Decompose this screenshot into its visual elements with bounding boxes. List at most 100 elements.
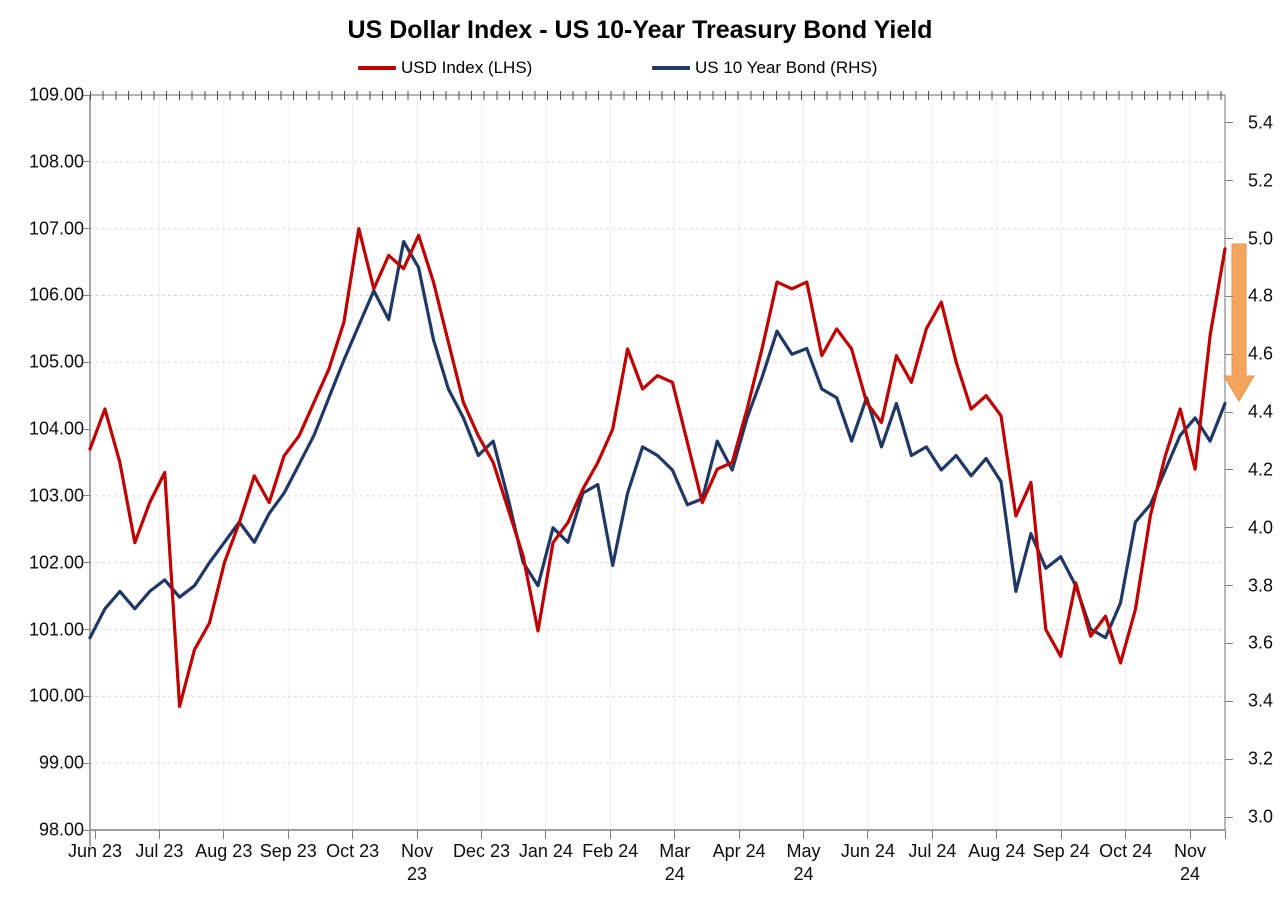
left-axis-tick bbox=[83, 829, 90, 831]
left-axis-tick bbox=[83, 695, 90, 697]
x-axis-tick bbox=[931, 830, 933, 839]
left-axis-tick-label: 106.00 bbox=[28, 284, 84, 305]
x-axis-tick-label: Aug 24 bbox=[968, 841, 1026, 861]
right-axis-tick-label: 4.0 bbox=[1248, 517, 1274, 538]
right-axis-tick-label: 3.6 bbox=[1248, 632, 1274, 653]
x-axis-tick-label: Jan 24 bbox=[518, 841, 573, 861]
left-axis-tick-label: 108.00 bbox=[28, 151, 84, 172]
x-axis-tick-label: Jun 24 bbox=[840, 841, 895, 861]
x-axis-tick bbox=[352, 830, 354, 839]
left-axis-tick-label: 105.00 bbox=[28, 351, 84, 372]
x-axis-tick bbox=[287, 830, 289, 839]
x-axis-tick bbox=[803, 830, 805, 839]
right-axis-tick-label: 3.0 bbox=[1248, 806, 1274, 827]
legend-label-usd-index: USD Index (LHS) bbox=[401, 58, 533, 77]
x-axis-tick-label: Apr 24 bbox=[712, 841, 766, 861]
right-axis-tick-label: 3.4 bbox=[1248, 690, 1274, 711]
legend-label-bond-yield: US 10 Year Bond (RHS) bbox=[695, 58, 878, 77]
right-axis-tick-label: 4.4 bbox=[1248, 401, 1274, 422]
x-axis-tick-label: Nov 24 bbox=[1173, 841, 1206, 884]
x-axis-tick-label: Sep 24 bbox=[1032, 841, 1090, 861]
usd-index-legend-swatch-icon bbox=[358, 66, 396, 70]
left-axis-tick bbox=[83, 762, 90, 764]
left-axis-tick-label: 107.00 bbox=[28, 218, 84, 239]
right-axis-tick bbox=[1225, 122, 1233, 124]
x-axis-tick-label: Feb 24 bbox=[582, 841, 639, 861]
right-axis-tick bbox=[1225, 295, 1233, 297]
x-axis-tick bbox=[1125, 830, 1127, 839]
legend-item-bond-yield: US 10 Year Bond (RHS) bbox=[652, 56, 877, 80]
x-axis-tick-label: Sep 23 bbox=[259, 841, 317, 861]
right-axis-tick bbox=[1225, 642, 1233, 644]
left-axis-tick-label: 99.00 bbox=[38, 752, 84, 773]
x-axis-tick-label: Oct 23 bbox=[326, 841, 380, 861]
left-axis-tick-label: 104.00 bbox=[28, 418, 84, 439]
bond-yield-legend-swatch-icon bbox=[652, 66, 690, 70]
usd-index-line-series bbox=[88, 227, 1227, 709]
x-axis-tick bbox=[738, 830, 740, 839]
right-axis-tick bbox=[1225, 527, 1233, 529]
x-axis-tick bbox=[996, 830, 998, 839]
right-axis-tick bbox=[1225, 180, 1233, 182]
left-axis-tick bbox=[83, 495, 90, 497]
x-axis-tick bbox=[609, 830, 611, 839]
top-axis-ticks bbox=[90, 91, 1226, 100]
right-axis-tick bbox=[1225, 353, 1233, 355]
left-axis-tick bbox=[83, 161, 90, 163]
x-axis-tick bbox=[158, 830, 160, 839]
right-axis-tick-label: 4.6 bbox=[1248, 343, 1274, 364]
legend-item-usd-index: USD Index (LHS) bbox=[358, 56, 532, 80]
left-axis-tick bbox=[83, 361, 90, 363]
x-axis-tick-label: Mar 24 bbox=[659, 841, 691, 884]
left-axis-tick-label: 109.00 bbox=[28, 84, 84, 105]
x-axis-tick bbox=[867, 830, 869, 839]
x-axis-tick bbox=[1060, 830, 1062, 839]
right-axis-tick-label: 4.8 bbox=[1248, 285, 1274, 306]
right-axis-tick-label: 3.2 bbox=[1248, 748, 1274, 769]
x-axis-tick-label: Dec 23 bbox=[452, 841, 510, 861]
x-axis-tick bbox=[416, 830, 418, 839]
left-axis-tick bbox=[83, 629, 90, 631]
left-axis-tick-label: 103.00 bbox=[28, 485, 84, 506]
x-axis-tick bbox=[223, 830, 225, 839]
right-axis-tick bbox=[1225, 469, 1233, 471]
right-axis-tick-label: 5.0 bbox=[1248, 228, 1274, 249]
left-axis-tick-label: 101.00 bbox=[28, 619, 84, 640]
left-axis-tick bbox=[83, 428, 90, 430]
left-axis-tick bbox=[83, 562, 90, 564]
right-axis-tick bbox=[1225, 700, 1233, 702]
right-axis-tick bbox=[1225, 816, 1233, 818]
x-axis-tick bbox=[545, 830, 547, 839]
x-axis-tick bbox=[674, 830, 676, 839]
x-axis-tick-label: Aug 23 bbox=[195, 841, 253, 861]
x-axis-tick-label: Nov 23 bbox=[401, 841, 434, 884]
x-axis-tick bbox=[1189, 830, 1191, 839]
chart-title: US Dollar Index - US 10-Year Treasury Bo… bbox=[347, 16, 933, 44]
left-axis-tick-label: 98.00 bbox=[38, 819, 84, 840]
x-axis-tick-label: Jul 24 bbox=[908, 841, 957, 861]
right-axis-tick-label: 5.2 bbox=[1248, 170, 1274, 191]
legend: USD Index (LHS) US 10 Year Bond (RHS) bbox=[0, 56, 1280, 80]
right-axis-tick bbox=[1225, 411, 1233, 413]
left-axis-tick-label: 100.00 bbox=[28, 685, 84, 706]
x-axis-tick bbox=[480, 830, 482, 839]
right-axis-tick-label: 3.8 bbox=[1248, 575, 1274, 596]
right-axis-tick bbox=[1225, 758, 1233, 760]
x-axis-tick-label: May 24 bbox=[786, 841, 821, 884]
x-axis-tick bbox=[94, 830, 96, 839]
down-arrow-icon bbox=[1223, 243, 1255, 402]
x-axis-tick bbox=[1224, 830, 1226, 839]
right-axis-tick bbox=[1225, 585, 1233, 587]
right-axis-tick bbox=[1225, 238, 1233, 240]
left-axis-tick bbox=[83, 228, 90, 230]
right-axis-tick-label: 5.4 bbox=[1248, 112, 1274, 133]
left-axis-tick bbox=[83, 294, 90, 296]
x-axis-tick-label: Jul 23 bbox=[135, 841, 184, 861]
